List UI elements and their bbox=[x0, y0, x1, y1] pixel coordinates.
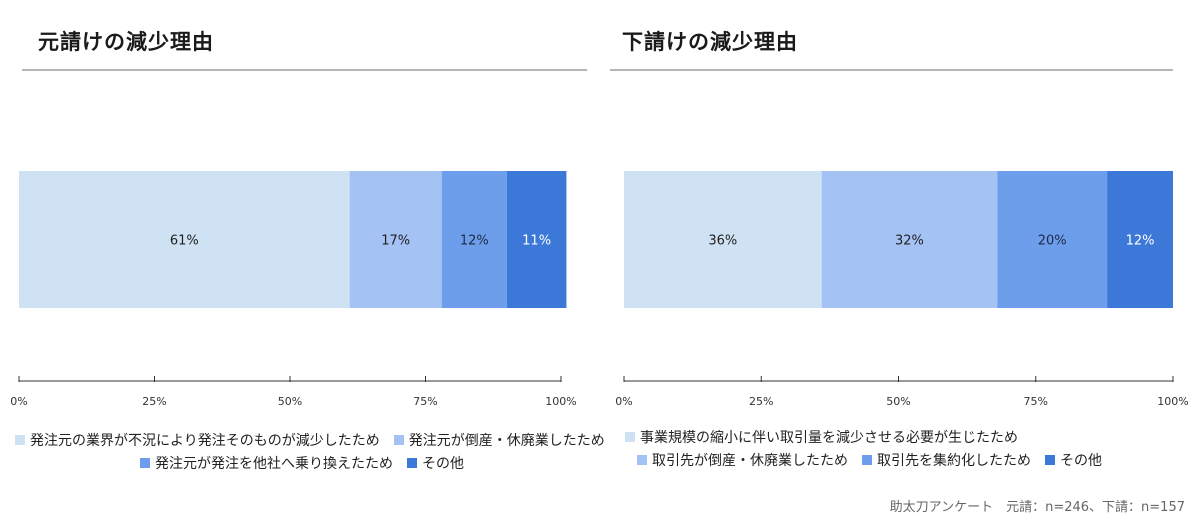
bar-segment bbox=[19, 171, 350, 308]
legend-swatch bbox=[637, 455, 647, 465]
bar-segment bbox=[821, 171, 998, 308]
data-label: 20% bbox=[1038, 234, 1067, 249]
data-label: 61% bbox=[170, 234, 199, 249]
bar-segment bbox=[349, 171, 442, 308]
legend-item: 発注元の業界が不況により発注そのものが減少したため bbox=[15, 430, 380, 450]
source-note: 助太刀アンケート 元請：n=246、下請：n=157 bbox=[889, 500, 1185, 515]
legend-item: 発注元が倒産・休廃業したため bbox=[393, 430, 605, 450]
x-tick-label: 50% bbox=[278, 395, 302, 408]
x-tick-label: 75% bbox=[1024, 395, 1048, 408]
legend-row: 発注元が発注を他社へ乗り換えたため その他 bbox=[140, 453, 464, 473]
stacked-bar-chart: 36% 32% 20% 12% 0% 25% 50% 75% 100% bbox=[615, 171, 1189, 408]
title-divider bbox=[610, 69, 1173, 71]
legend-swatch bbox=[140, 458, 150, 468]
legend-label: 発注元が倒産・休廃業したため bbox=[408, 433, 605, 449]
legend-row: 取引先が倒産・休廃業したため 取引先を集約化したため その他 bbox=[637, 450, 1102, 470]
legend-item: 事業規模の縮小に伴い取引量を減少させる必要が生じたため bbox=[625, 427, 1018, 447]
legend-row: 事業規模の縮小に伴い取引量を減少させる必要が生じたため bbox=[625, 427, 1018, 447]
legend-item: その他 bbox=[407, 453, 464, 473]
x-tick-label: 100% bbox=[1157, 395, 1188, 408]
legend-item: 取引先が倒産・休廃業したため bbox=[637, 450, 848, 470]
x-tick-label: 25% bbox=[749, 395, 773, 408]
x-tick-label: 0% bbox=[615, 395, 632, 408]
legend-swatch bbox=[407, 458, 417, 468]
data-label: 17% bbox=[381, 234, 410, 249]
legend-label: 発注元が発注を他社へ乗り換えたため bbox=[155, 456, 393, 472]
legend-label: その他 bbox=[422, 456, 464, 472]
legend-label: 事業規模の縮小に伴い取引量を減少させる必要が生じたため bbox=[640, 430, 1018, 446]
bar-segment bbox=[506, 171, 567, 308]
data-label: 12% bbox=[460, 234, 489, 249]
title-divider bbox=[22, 69, 587, 71]
bar-segment bbox=[1107, 171, 1173, 308]
x-tick-label: 100% bbox=[545, 395, 576, 408]
legend-item: 発注元が発注を他社へ乗り換えたため bbox=[140, 453, 393, 473]
legend-item: その他 bbox=[1045, 450, 1102, 470]
x-tick-label: 75% bbox=[413, 395, 437, 408]
legend-label: 取引先が倒産・休廃業したため bbox=[652, 453, 848, 469]
data-label: 36% bbox=[708, 234, 737, 249]
data-label: 12% bbox=[1126, 234, 1155, 249]
chart-title: 下請けの減少理由 bbox=[622, 30, 798, 54]
legend-label: 発注元の業界が不況により発注そのものが減少したため bbox=[30, 433, 380, 449]
legend-swatch bbox=[393, 435, 404, 445]
bar-segment bbox=[441, 171, 507, 308]
legend-swatch bbox=[15, 435, 25, 445]
legend-swatch bbox=[625, 432, 635, 442]
legend-swatch bbox=[862, 455, 872, 465]
legend-item: 取引先を集約化したため bbox=[862, 450, 1031, 470]
x-tick-label: 50% bbox=[886, 395, 910, 408]
stacked-bar-chart: 61% 17% 12% 11% 0% 25% 50% 75% 100% bbox=[10, 171, 577, 408]
chart-title: 元請けの減少理由 bbox=[38, 30, 214, 54]
x-tick-label: 25% bbox=[142, 395, 166, 408]
legend-swatch bbox=[1045, 455, 1055, 465]
bar-segment bbox=[624, 171, 822, 308]
data-label: 11% bbox=[522, 234, 551, 249]
x-tick-label: 0% bbox=[10, 395, 27, 408]
legend-label: その他 bbox=[1060, 453, 1102, 469]
legend-row: 発注元の業界が不況により発注そのものが減少したため 発注元が倒産・休廃業したため bbox=[15, 430, 605, 450]
chart-panel-subcontractor: 下請けの減少理由 36% 32% 20% 12% 0% 25% 50% 75% 100% 事業規… bbox=[600, 0, 1200, 523]
chart-panel-prime-contractor: 元請けの減少理由 61% 17% 12% 11% 0% 25% 50% 75% 100% 発注元… bbox=[10, 30, 604, 473]
bar-segment bbox=[997, 171, 1108, 308]
data-label: 32% bbox=[895, 234, 924, 249]
legend-label: 取引先を集約化したため bbox=[877, 453, 1031, 469]
